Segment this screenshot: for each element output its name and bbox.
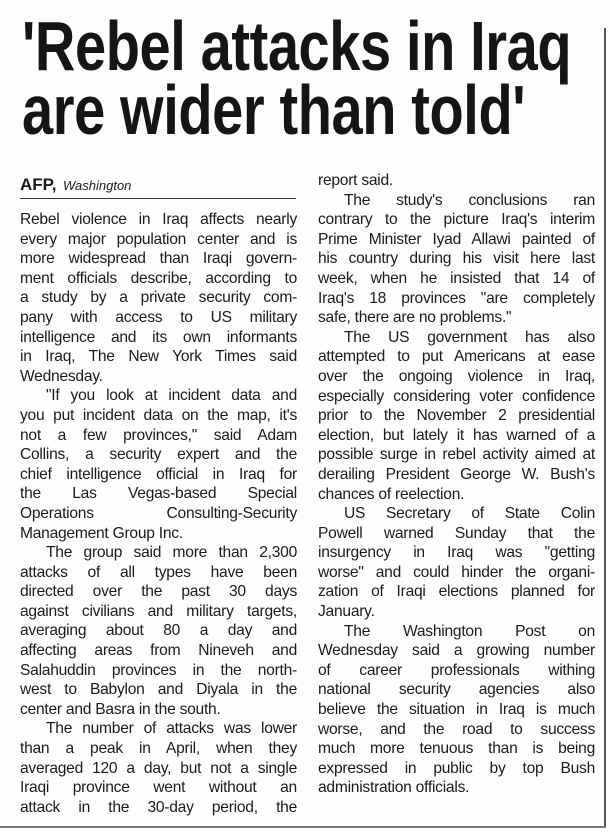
- text-line: than a peak in April, when they: [20, 740, 297, 758]
- text-line: derailing President George W. Bush's: [318, 465, 595, 483]
- text-line: attacks of all types have been: [20, 563, 297, 581]
- text-line: of career professionals withing: [318, 661, 595, 679]
- text-line: insurgency in Iraq was "getting: [318, 544, 595, 562]
- text-line: contrary to the picture Iraq's interim: [318, 211, 595, 229]
- text-line: national security agencies also: [318, 681, 595, 699]
- text-line: averaging about 80 a day and: [20, 622, 297, 640]
- text-line: not a few provinces," said Adam: [20, 426, 297, 444]
- text-line: safe, there are no problems.": [318, 309, 512, 327]
- text-line: chances of reelection.: [318, 485, 465, 503]
- text-line: The study's conclusions ran: [344, 191, 595, 209]
- text-line: "If you look at incident data and: [46, 387, 297, 405]
- text-line: Prime Minister Iyad Allawi painted of: [318, 230, 595, 248]
- text-line: Iraqi province went without an: [20, 779, 297, 797]
- text-line: administration officials.: [318, 779, 470, 797]
- text-line: Rebel violence in Iraq affects nearly: [20, 211, 297, 228]
- text-line: Salahuddin provinces in the north-: [20, 661, 297, 679]
- text-line: intelligence and its own informants: [20, 328, 297, 346]
- text-line: against civilians and military targets,: [20, 602, 297, 620]
- bottom-rule: [0, 826, 606, 828]
- text-line: every major population center and is: [20, 230, 297, 248]
- text-line: expressed in public by top Bush: [318, 759, 595, 777]
- article-paragraph: The study's conclusions ran contrary to t…: [318, 191, 595, 328]
- text-line: Wednesday.: [20, 367, 103, 385]
- text-line: Powell warned Sunday that the: [318, 524, 595, 542]
- text-line: The Washington Post on: [344, 622, 595, 640]
- text-line: possible surge in rebel activity aimed a…: [318, 446, 595, 464]
- article-paragraph: Rebel violence in Iraq affects nearly eve…: [20, 210, 297, 386]
- text-line: especially considering voter confidence: [318, 387, 595, 405]
- article-paragraph: report said.: [318, 171, 595, 191]
- article-paragraph: US Secretary of State Colin Powell warned…: [318, 504, 595, 622]
- text-line: believe the situation in Iraq is much: [318, 701, 595, 719]
- article-paragraph: "If you look at incident data and you put…: [20, 386, 297, 543]
- text-line: Wednesday said a growing number: [318, 642, 595, 660]
- headline: 'Rebel attacks in Iraq are wider than to…: [22, 7, 598, 149]
- text-line: west to Babylon and Diyala in the: [20, 681, 297, 699]
- text-line: directed over the past 30 days: [20, 583, 297, 601]
- text-line: report said.: [318, 172, 394, 189]
- text-line: January.: [318, 603, 375, 621]
- text-line: you put incident data on the map, it's: [20, 406, 297, 424]
- text-line: chief intelligence official in Iraq for: [20, 465, 297, 483]
- text-line: Operations Consulting-Security: [20, 504, 297, 522]
- text-line: his country during his visit here last: [318, 250, 595, 268]
- text-line: Iraq's 18 provinces "are completely: [318, 289, 595, 307]
- text-line: The number of attacks was lower: [46, 720, 297, 738]
- text-line: US Secretary of State Colin: [344, 505, 595, 523]
- text-line: election, but lately it has warned of a: [318, 426, 595, 444]
- text-line: attack in the 30-day period, the: [20, 798, 297, 816]
- text-line: Collins, a security expert and the: [20, 446, 297, 464]
- article-paragraph: The US government has also attempted to p…: [318, 328, 595, 504]
- text-line: over the ongoing violence in Iraq,: [318, 367, 595, 385]
- article-paragraph: The Washington Post on Wednesday said a g…: [318, 622, 595, 798]
- text-line: prior to the November 2 presidential: [318, 407, 595, 425]
- text-line: Management Group Inc.: [20, 524, 183, 542]
- text-line: more widespread than Iraqi govern-: [20, 250, 297, 268]
- text-line: center and Basra in the south.: [20, 700, 221, 718]
- text-line: The group said more than 2,300: [46, 544, 297, 562]
- article-paragraph: The group said more than 2,300 attacks of…: [20, 543, 297, 719]
- article-column-right: report said. The study's conclusions ran c…: [318, 171, 595, 798]
- text-line: a study by a private security com-: [20, 289, 297, 307]
- dateline: AFP, Washington: [20, 175, 296, 199]
- text-line: much more tenuous than is being: [318, 740, 595, 758]
- text-line: The US government has also: [344, 328, 595, 346]
- text-line: week, when he insisted that 14 of: [318, 269, 595, 287]
- column-rule: [604, 28, 606, 828]
- headline-line: are wider than told': [22, 71, 526, 149]
- text-line: ment officials describe, according to: [20, 269, 297, 287]
- text-line: attempted to put Americans at ease: [318, 348, 595, 366]
- text-line: in Iraq, The New York Times said: [20, 348, 297, 366]
- dateline-place: Washington: [63, 178, 132, 193]
- text-line: worse" and could hinder the organi-: [318, 563, 595, 581]
- text-line: zation of Iraqi elections planned for: [318, 583, 595, 601]
- text-line: the Las Vegas-based Special: [20, 485, 297, 503]
- dateline-agency: AFP,: [20, 175, 57, 194]
- article-column-left: Rebel violence in Iraq affects nearly eve…: [20, 210, 297, 817]
- text-line: worse, and the road to success: [318, 720, 595, 738]
- text-line: averaged 120 a day, but not a single: [20, 759, 297, 777]
- text-line: affecting areas from Nineveh and: [20, 642, 297, 660]
- headline-line: 'Rebel attacks in Iraq: [22, 7, 572, 85]
- article-paragraph: The number of attacks was lower than a pe…: [20, 719, 297, 817]
- text-line: pany with access to US military: [20, 308, 297, 326]
